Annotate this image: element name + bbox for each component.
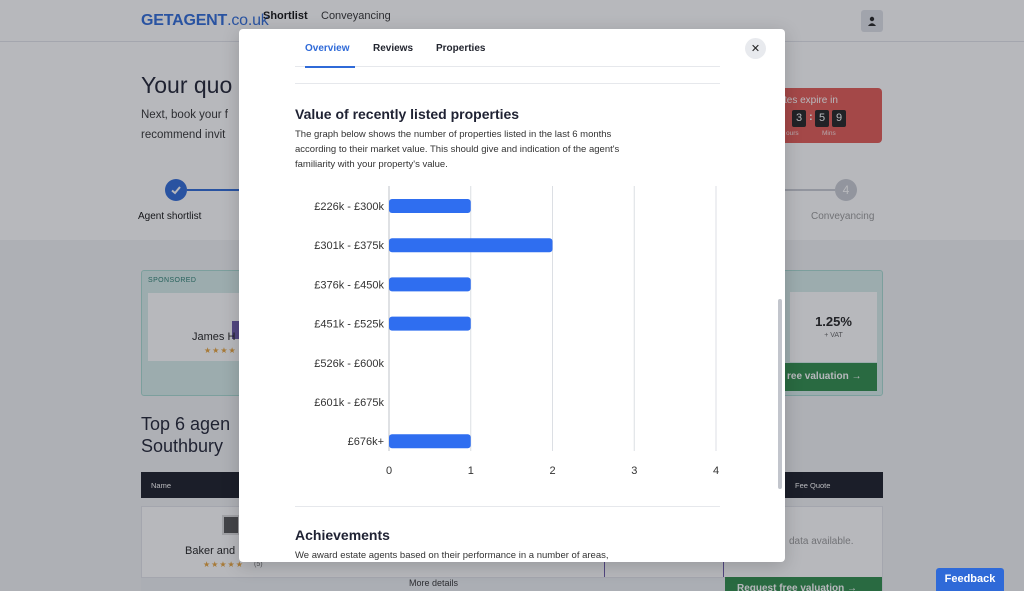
more-details-link[interactable]: More details [141,577,726,591]
check-icon [171,186,181,195]
close-button[interactable]: ✕ [745,38,766,59]
timer-digit-hours: 3 [792,110,806,127]
column-name: Name [151,481,172,490]
x-tick-label-0: 0 [386,465,392,477]
rating-count: (5) [254,561,263,568]
bar-6 [389,434,471,449]
modal-tabs: Overview Reviews Properties [295,29,720,67]
timer-unit-mins: Mins [822,130,836,137]
rating-stars: ★★★★★ [203,560,244,569]
divider [295,83,720,84]
progress-line-done [187,189,247,191]
x-tick-label-3: 3 [631,465,637,477]
divider [295,506,720,507]
tab-properties[interactable]: Properties [436,43,486,54]
y-tick-label-0: £226k - £300k [314,201,384,213]
sponsored-tag: SPONSORED [148,277,197,284]
step-4-circle: 4 [835,179,857,201]
tab-overview[interactable]: Overview [305,43,350,54]
timer-digit-mins-1: 5 [815,110,829,127]
bar-2 [389,277,471,292]
fee-vat: + VAT [824,332,843,339]
hero-text-line-2: recommend invit [141,129,226,141]
step-4-label: Conveyancing [811,211,875,222]
x-tick-label-2: 2 [549,465,555,477]
active-tab-indicator [305,66,355,68]
timer-digit-mins-2: 9 [832,110,846,127]
request-valuation-button[interactable]: Request free valuation → [725,577,882,591]
achievements-text: We award estate agents based on their pe… [295,550,609,561]
sponsored-agent-name: James H [192,331,236,343]
y-tick-label-6: £676k+ [348,436,384,448]
page-title: Your quo [141,72,233,98]
step-1-label: Agent shortlist [138,211,202,222]
timer-separator: : [809,111,813,123]
timer-unit-hours: ours [786,130,799,137]
agent-details-modal: Overview Reviews Properties ✕ Value of r… [239,29,785,562]
y-tick-label-5: £601k - £675k [314,397,384,409]
y-tick-label-3: £451k - £525k [314,319,384,331]
tab-reviews[interactable]: Reviews [373,43,414,54]
section-description: The graph below shows the number of prop… [295,127,715,172]
user-icon [868,16,876,26]
description-line-2: according to their market value. This sh… [295,144,620,155]
x-tick-label-1: 1 [468,465,474,477]
rating-stars: ★★★★ [204,346,237,355]
y-tick-label-1: £301k - £375k [314,240,384,252]
modal-scrollbar[interactable] [778,299,782,489]
bar-1 [389,238,553,253]
step-1-complete [165,179,187,201]
nav-conveyancing[interactable]: Conveyancing [321,10,391,22]
column-fee-quote: Fee Quote [795,481,831,490]
timer-title: tes expire in [784,95,838,106]
y-tick-label-2: £376k - £450k [314,279,384,291]
listing-title-line-2: Southbury [141,436,224,456]
site-logo[interactable]: GETAGENT.co.uk [141,12,269,29]
close-icon: ✕ [750,43,761,55]
x-tick-label-4: 4 [713,465,719,477]
fee-percentage: 1.25% [815,314,852,329]
bar-0 [389,199,471,213]
sponsored-valuation-button[interactable]: ree valuation → [785,363,877,391]
agent-name: Baker and [185,545,236,557]
section-title: Value of recently listed properties [295,106,520,122]
description-line-1: The graph below shows the number of prop… [295,129,612,140]
listing-title-line-1: Top 6 agen [141,414,231,434]
nav-shortlist[interactable]: Shortlist [263,10,308,22]
sponsored-fee-panel: 1.25% + VAT [790,292,877,362]
progress-line-todo [780,189,835,191]
sponsored-agent-info: James H ★★★★ [148,293,248,361]
property-value-chart: 0 1 2 3 4 £226k - £300k £301k - £375k £376k - £… [314,186,719,477]
bar-3 [389,316,471,331]
hero-text-line-1: Next, book your f [141,109,228,121]
description-line-3: familiarity with your property's value. [295,159,448,170]
user-menu-button[interactable] [861,10,883,32]
feedback-button[interactable]: Feedback [936,568,1004,591]
y-tick-label-4: £526k - £600k [314,358,384,370]
achievements-title: Achievements [295,527,390,543]
no-data-text: data available. [789,536,854,547]
